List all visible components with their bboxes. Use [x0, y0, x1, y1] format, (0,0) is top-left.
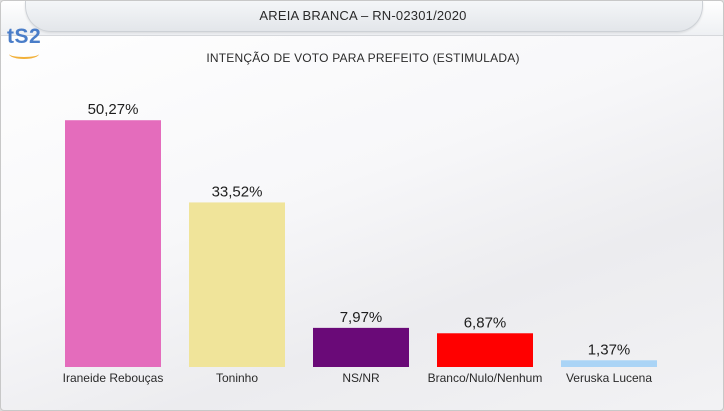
logo-swoosh-icon — [9, 49, 39, 59]
header-tab — [25, 1, 703, 32]
chart-title: INTENÇÃO DE VOTO PARA PREFEITO (ESTIMULA… — [206, 51, 520, 65]
value-label-ns-nr: 7,97% — [340, 309, 383, 326]
ts2-logo: tS2 — [7, 25, 42, 48]
bar-toninho — [189, 202, 285, 367]
page-title: AREIA BRANCA – RN-02301/2020 — [259, 8, 467, 23]
bar-branco-nulo-nenhum — [437, 333, 533, 367]
value-label-branco-nulo-nenhum: 6,87% — [464, 314, 507, 331]
category-label-branco-nulo-nenhum: Branco/Nulo/Nenhum — [428, 371, 543, 385]
category-label-veruska-lucena: Veruska Lucena — [566, 371, 652, 385]
bar-iraneide-reboucas — [65, 120, 161, 367]
value-label-toninho: 33,52% — [212, 183, 263, 200]
value-label-veruska-lucena: 1,37% — [588, 341, 631, 358]
category-label-toninho: Toninho — [216, 371, 258, 385]
value-label-iraneide-reboucas: 50,27% — [88, 101, 139, 118]
bar-veruska-lucena — [561, 360, 657, 367]
bar-ns-nr — [313, 327, 409, 367]
category-label-ns-nr: NS/NR — [342, 371, 380, 385]
category-label-iraneide-reboucas: Iraneide Rebouças — [63, 371, 164, 385]
